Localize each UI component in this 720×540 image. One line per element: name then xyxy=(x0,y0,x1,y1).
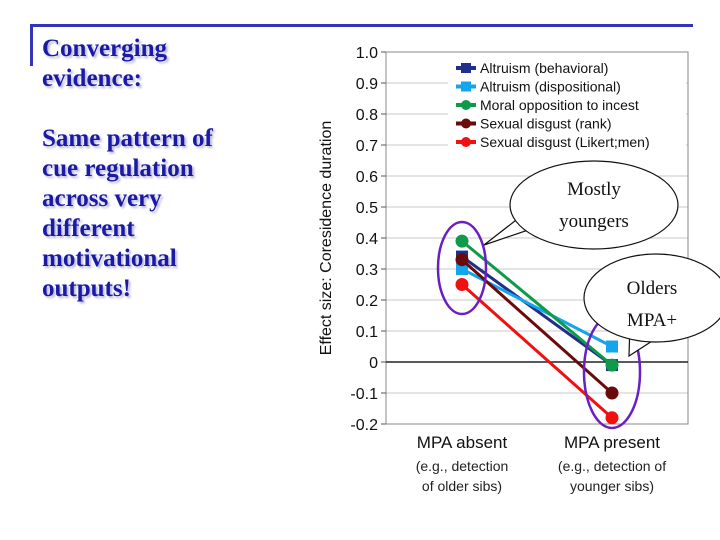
callout-text: MPA+ xyxy=(627,310,677,331)
y-tick-label: 1.0 xyxy=(356,45,378,62)
body-line: cue regulation xyxy=(42,155,194,182)
title-line: evidence: xyxy=(42,65,142,92)
callout-olders-mpa: Olders MPA+ xyxy=(583,253,720,358)
y-tick-label: 0.1 xyxy=(356,324,378,341)
callout-bubble xyxy=(509,160,679,250)
y-tick-label: 0.5 xyxy=(356,200,378,217)
y-tick-label: 0.9 xyxy=(356,76,378,93)
y-axis-ticks: 1.0 0.9 0.8 0.7 0.6 0.5 0.4 0.3 0.2 0.1 0 -0.1 -0.2 xyxy=(350,45,386,434)
x-category-label: MPA absent xyxy=(417,433,508,452)
body-line: motivational xyxy=(42,245,177,272)
callout-mostly-youngers: Mostly youngers xyxy=(483,160,679,250)
x-category-label: MPA present xyxy=(564,433,660,452)
series-line xyxy=(461,258,613,395)
legend-background xyxy=(448,56,686,162)
x-category-sublabel: (e.g., detection of xyxy=(558,458,666,474)
data-point xyxy=(455,253,469,267)
x-axis-categories: MPA absent (e.g., detection of older sibs)… xyxy=(416,433,667,494)
body-line: across very xyxy=(42,185,162,212)
y-tick-label: 0.6 xyxy=(356,169,378,186)
x-category-sublabel: of older sibs) xyxy=(422,478,502,494)
data-point xyxy=(455,234,469,248)
x-category-sublabel: younger sibs) xyxy=(570,478,654,494)
body-line: Same pattern of xyxy=(42,125,213,152)
y-tick-label: 0.7 xyxy=(356,138,378,155)
callout-joint xyxy=(517,215,543,228)
slide-body: Same pattern of cue regulation across ve… xyxy=(42,124,282,304)
legend-marker xyxy=(461,81,471,92)
callouts: Mostly youngers Olders MPA+ xyxy=(483,160,720,358)
data-point xyxy=(455,278,469,291)
title-side-rule xyxy=(30,24,33,66)
highlight-ellipse-mpa-absent xyxy=(436,220,488,316)
legend-marker xyxy=(461,137,471,147)
y-tick-label: 0.8 xyxy=(356,107,378,124)
data-point xyxy=(605,386,619,400)
data-point xyxy=(456,263,468,275)
series-3 xyxy=(455,253,619,400)
callout-text: Olders xyxy=(627,278,678,299)
body-line: different xyxy=(42,215,135,242)
legend-marker xyxy=(461,100,471,110)
y-axis-label: Effect size: Coresidence duration xyxy=(318,121,335,356)
legend-label: Altruism (dispositional) xyxy=(480,79,621,95)
y-tick-label: -0.1 xyxy=(350,386,378,403)
title-line: Converging xyxy=(42,35,167,62)
legend-label: Altruism (behavioral) xyxy=(480,60,608,76)
data-point xyxy=(606,340,618,353)
slide-title: Converging evidence: xyxy=(42,34,282,94)
y-tick-label: 0 xyxy=(369,355,378,372)
callout-text: Mostly xyxy=(567,179,621,200)
body-line: outputs! xyxy=(42,275,131,302)
x-category-0: MPA absent (e.g., detection of older sibs) xyxy=(416,433,509,494)
data-point xyxy=(605,411,619,425)
legend-marker xyxy=(461,63,471,73)
data-point xyxy=(605,358,619,372)
slide-text: Converging evidence: Same pattern of cue… xyxy=(42,34,282,304)
y-tick-label: -0.2 xyxy=(350,417,378,434)
legend: Altruism (behavioral) Altruism (dispositi… xyxy=(448,56,686,162)
callout-joint xyxy=(630,332,658,339)
x-category-sublabel: (e.g., detection xyxy=(416,458,509,474)
x-category-1: MPA present (e.g., detection of younger si… xyxy=(558,433,666,494)
y-tick-label: 0.4 xyxy=(356,231,378,248)
title-rule xyxy=(30,24,693,27)
legend-label: Sexual disgust (Likert;men) xyxy=(480,134,650,150)
callout-bubble xyxy=(583,253,720,343)
legend-label: Sexual disgust (rank) xyxy=(480,116,612,132)
callout-text: youngers xyxy=(559,211,629,232)
y-tick-label: 0.2 xyxy=(356,293,378,310)
legend-label: Moral opposition to incest xyxy=(480,97,639,113)
y-tick-label: 0.3 xyxy=(356,262,378,279)
legend-marker xyxy=(461,118,471,129)
